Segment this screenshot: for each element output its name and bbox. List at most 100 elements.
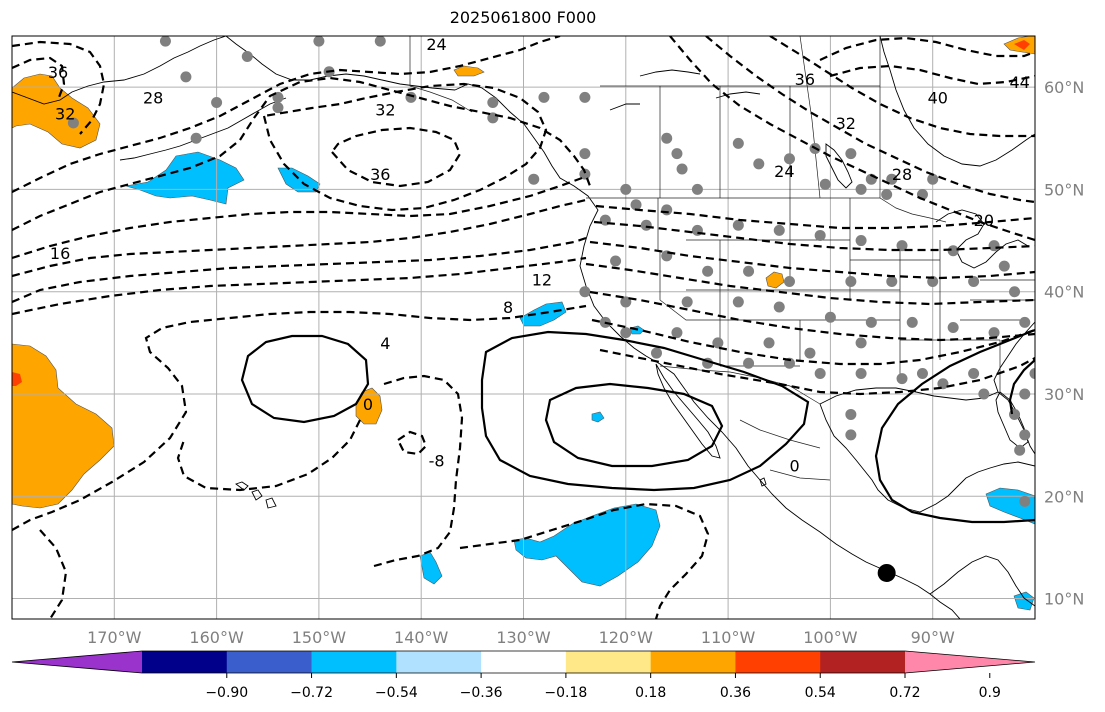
station-dot bbox=[814, 229, 826, 241]
colorbar-outline bbox=[11, 650, 1036, 674]
station-dot bbox=[855, 235, 867, 247]
colorbar-swatch bbox=[735, 651, 821, 673]
longitude-tick-label: 160°W bbox=[189, 628, 244, 647]
contour-line bbox=[705, 36, 1035, 204]
latitude-tick-label: 10°N bbox=[1044, 590, 1084, 609]
negative-anomaly-region bbox=[1013, 591, 1035, 611]
positive-anomaly-region bbox=[12, 372, 22, 386]
station-dot bbox=[691, 183, 703, 195]
latitude-tick-label: 60°N bbox=[1044, 78, 1084, 97]
station-dot bbox=[947, 322, 959, 333]
station-dot bbox=[732, 296, 744, 308]
positive-anomaly-region bbox=[1014, 40, 1030, 50]
station-dot bbox=[211, 96, 223, 108]
colorbar-swatch bbox=[650, 651, 736, 673]
positive-anomaly-region bbox=[12, 343, 115, 509]
contour-line bbox=[459, 502, 710, 619]
negative-anomaly-region bbox=[419, 551, 443, 585]
station-dot bbox=[906, 316, 918, 328]
station-markers bbox=[67, 36, 1035, 507]
colorbar-swatch bbox=[820, 651, 906, 673]
station-dot bbox=[159, 36, 171, 47]
longitude-tick-label: 90°W bbox=[911, 628, 955, 647]
contour-line bbox=[12, 256, 587, 316]
station-dot bbox=[712, 337, 724, 349]
station-dot bbox=[190, 132, 202, 144]
station-dot bbox=[947, 245, 959, 257]
latitude-tick-label: 50°N bbox=[1044, 180, 1084, 199]
contour-label: 24 bbox=[426, 35, 446, 54]
station-dot bbox=[814, 368, 826, 380]
baja-california bbox=[655, 363, 721, 459]
contour-line bbox=[595, 204, 1035, 230]
contour-label: 32 bbox=[375, 101, 395, 120]
colorbar-swatch bbox=[565, 651, 652, 673]
longitude-tick-label: 100°W bbox=[803, 628, 858, 647]
station-dot bbox=[968, 368, 980, 380]
contour-label: 24 bbox=[774, 162, 794, 181]
map-title: 2025061800 F000 bbox=[449, 8, 597, 27]
political-borders bbox=[409, 36, 1035, 481]
station-dot bbox=[886, 173, 898, 185]
station-dot bbox=[819, 178, 831, 190]
north-america-west-coast bbox=[454, 83, 961, 619]
longitude-tick-label: 120°W bbox=[599, 628, 654, 647]
station-dot bbox=[937, 378, 949, 390]
gulf-coast-north bbox=[819, 387, 1035, 455]
contour-label: 8 bbox=[503, 298, 513, 317]
colorbar-tick-label: 0.72 bbox=[889, 685, 920, 701]
contour-line bbox=[591, 318, 1035, 366]
positive-anomaly-region bbox=[453, 65, 485, 77]
longitude-tick-label: 130°W bbox=[496, 628, 551, 647]
colorbar-tick-label: −0.36 bbox=[460, 685, 503, 701]
anomaly-fills bbox=[12, 36, 1035, 611]
gulf-of-mexico-coast bbox=[819, 403, 1035, 513]
station-dot bbox=[927, 173, 939, 185]
station-dot bbox=[640, 219, 652, 231]
station-dot bbox=[1019, 495, 1031, 507]
station-dot bbox=[988, 327, 1000, 339]
contour-line bbox=[39, 529, 68, 619]
contour-label: 36 bbox=[370, 165, 390, 184]
station-dot bbox=[620, 327, 632, 339]
station-dot bbox=[676, 163, 688, 175]
positive-anomaly-region bbox=[765, 271, 785, 289]
negative-anomaly-region bbox=[591, 411, 605, 423]
station-dot bbox=[773, 301, 785, 313]
longitude-labels: 170°W 160°W 150°W 140°W 130°W 120°W 110°W 100°W… bbox=[87, 628, 955, 647]
contour-line bbox=[330, 126, 462, 188]
station-dot bbox=[886, 275, 898, 287]
station-dot bbox=[579, 148, 591, 160]
station-dot bbox=[1029, 368, 1035, 380]
central-america bbox=[929, 555, 1035, 607]
contour-line-zero bbox=[480, 330, 810, 492]
positive-anomaly-region bbox=[12, 73, 101, 149]
station-dot bbox=[630, 199, 642, 211]
longitude-tick-label: 170°W bbox=[87, 628, 142, 647]
station-dot bbox=[855, 368, 867, 380]
contour-line bbox=[669, 36, 1035, 242]
revillagigedo-islands bbox=[759, 477, 767, 487]
longitude-tick-label: 110°W bbox=[701, 628, 756, 647]
hawaiian-islands bbox=[235, 481, 277, 509]
station-dot bbox=[180, 71, 192, 83]
colorbar-extend-low bbox=[12, 651, 142, 673]
station-dot bbox=[272, 102, 284, 114]
alaska-south-coast bbox=[225, 36, 456, 91]
colorbar-swatch bbox=[142, 651, 228, 673]
alaska-coast bbox=[12, 36, 227, 105]
contour-label: 36 bbox=[795, 70, 815, 89]
contour-label: 0 bbox=[790, 457, 800, 476]
latitude-tick-label: 20°N bbox=[1044, 487, 1084, 506]
contour-line bbox=[12, 76, 592, 231]
mexico-states bbox=[739, 419, 831, 481]
station-dot bbox=[681, 296, 693, 308]
contour-label: 12 bbox=[532, 270, 552, 289]
station-dot bbox=[855, 337, 867, 349]
contour-label: 28 bbox=[892, 165, 912, 184]
station-dot bbox=[845, 429, 857, 441]
colorbar-swatch bbox=[226, 651, 313, 673]
contour-line bbox=[829, 64, 1035, 86]
station-dot bbox=[528, 173, 540, 185]
